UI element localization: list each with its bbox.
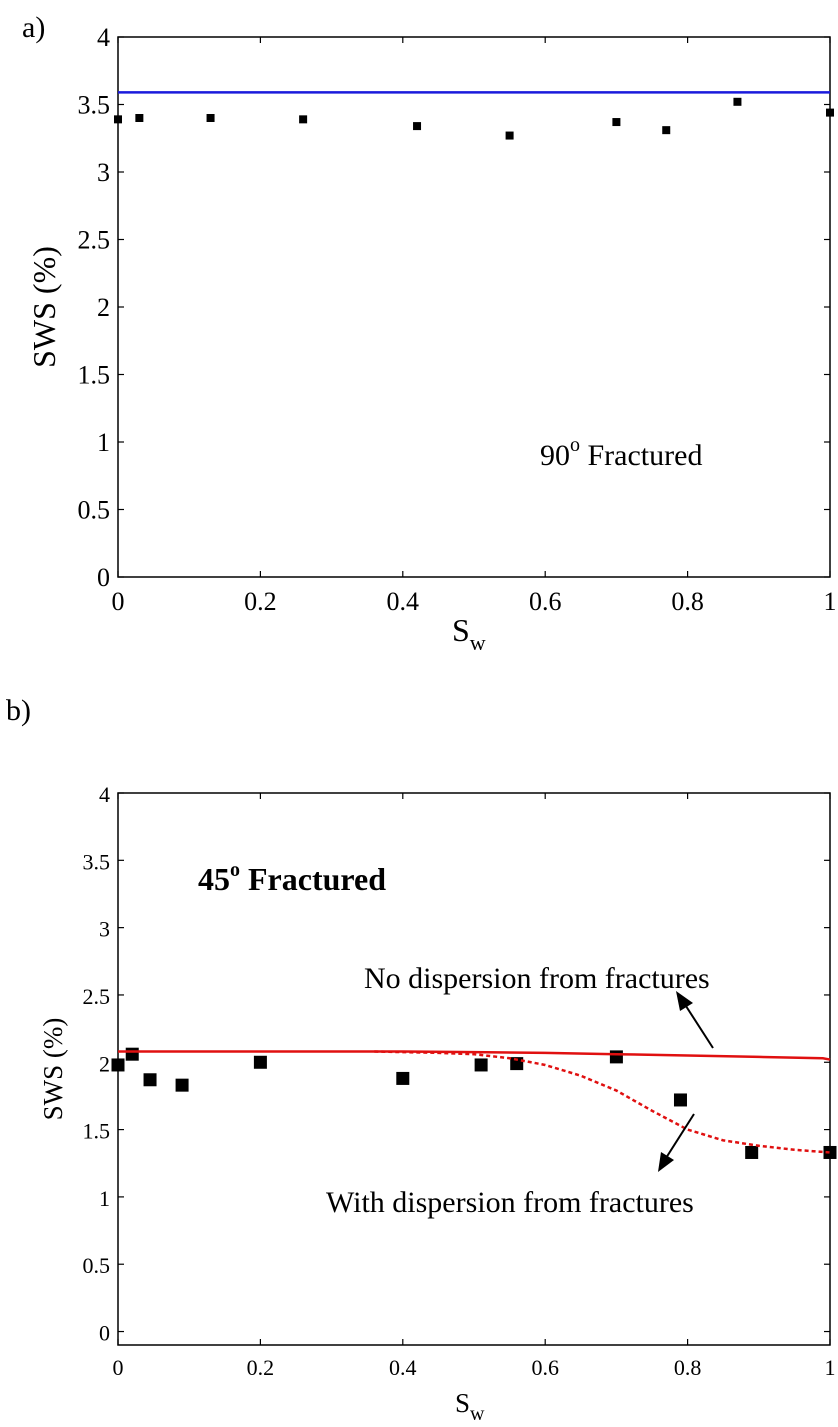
data-point <box>175 1078 189 1092</box>
x-tick-label: 0.6 <box>531 1355 559 1380</box>
data-point <box>299 115 308 124</box>
x-tick-label: 0.6 <box>529 587 562 616</box>
y-tick-label: 2 <box>99 1051 110 1076</box>
y-tick-label: 4 <box>97 23 110 52</box>
data-point <box>612 118 621 127</box>
x-tick-label: 0.2 <box>244 587 277 616</box>
x-tick-label: 0.4 <box>387 587 420 616</box>
x-axis-label-b: Sw <box>455 1388 485 1425</box>
data-point <box>505 131 514 140</box>
panel-label-b: b) <box>6 694 31 727</box>
data-point <box>114 115 122 124</box>
data-point <box>111 1058 125 1072</box>
data-point <box>733 97 742 106</box>
y-tick-label: 0 <box>97 563 110 592</box>
y-axis-label-a: SWS (%) <box>26 246 62 368</box>
y-tick-label: 4 <box>99 782 110 807</box>
y-tick-label: 2 <box>97 293 110 322</box>
label-with-dispersion: With dispersion from fractures <box>326 1186 694 1219</box>
data-point <box>135 114 144 122</box>
data-point <box>125 1047 139 1061</box>
y-tick-label: 2.5 <box>83 984 111 1009</box>
arrow-no-dispersion <box>676 991 714 1049</box>
data-point <box>253 1055 267 1069</box>
data-point <box>823 1145 837 1159</box>
x-tick-label: 1 <box>824 587 837 616</box>
data-point <box>474 1058 488 1072</box>
plot-frame-a <box>117 36 831 578</box>
data-point <box>413 122 422 131</box>
label-no-dispersion: No dispersion from fractures <box>364 962 710 995</box>
y-tick-label: 3.5 <box>78 91 111 120</box>
data-point <box>396 1071 410 1085</box>
x-tick-label: 0.8 <box>671 587 704 616</box>
y-tick-label: 2.5 <box>78 226 111 255</box>
series-line <box>374 1050 831 1154</box>
y-tick-label: 3.5 <box>83 849 111 874</box>
data-point <box>826 108 834 117</box>
annotation-90-fractured: 90o Fractured <box>540 434 702 472</box>
data-point <box>662 126 671 135</box>
y-tick-label: 1.5 <box>83 1119 111 1144</box>
x-axis-label-a: Sw <box>452 612 486 655</box>
x-tick-label: 0.2 <box>247 1355 275 1380</box>
x-tick-label: 1 <box>825 1355 836 1380</box>
panel-label-a: a) <box>22 11 45 44</box>
y-tick-label: 0.5 <box>78 496 111 525</box>
x-tick-label: 0.4 <box>389 1355 417 1380</box>
panel-a: a) 0 0.2 0.4 0.6 0.8 1 0 0.5 1 1.5 2 2.5 3 3.5 4 Sw SW… <box>22 11 837 655</box>
y-tick-label: 1 <box>97 428 110 457</box>
data-point <box>745 1145 759 1159</box>
y-tick-label: 0 <box>99 1321 110 1346</box>
data-point <box>510 1057 524 1071</box>
x-tick-label: 0.8 <box>674 1355 702 1380</box>
y-tick-label: 3 <box>97 158 110 187</box>
data-point <box>609 1050 623 1064</box>
y-tick-label: 1 <box>99 1186 110 1211</box>
x-tick-label: 0 <box>113 1355 124 1380</box>
arrow-with-dispersion <box>658 1113 695 1172</box>
y-axis-label-b: SWS (%) <box>38 1018 68 1121</box>
series-line <box>118 1050 831 1061</box>
panel-b: b) 0 0.2 0.4 0.6 0.8 1 0 0.5 1 1.5 2 2.5 3 3.5 4 Sw SW… <box>6 694 837 1425</box>
y-tick-label: 3 <box>99 917 110 942</box>
y-tick-label: 1.5 <box>78 361 111 390</box>
data-point <box>143 1073 157 1087</box>
x-tick-label: 0 <box>112 587 125 616</box>
data-point <box>206 114 215 122</box>
annotation-45-fractured: 45o Fractured <box>198 859 386 897</box>
data-point <box>673 1093 687 1107</box>
y-tick-label: 0.5 <box>83 1253 111 1278</box>
